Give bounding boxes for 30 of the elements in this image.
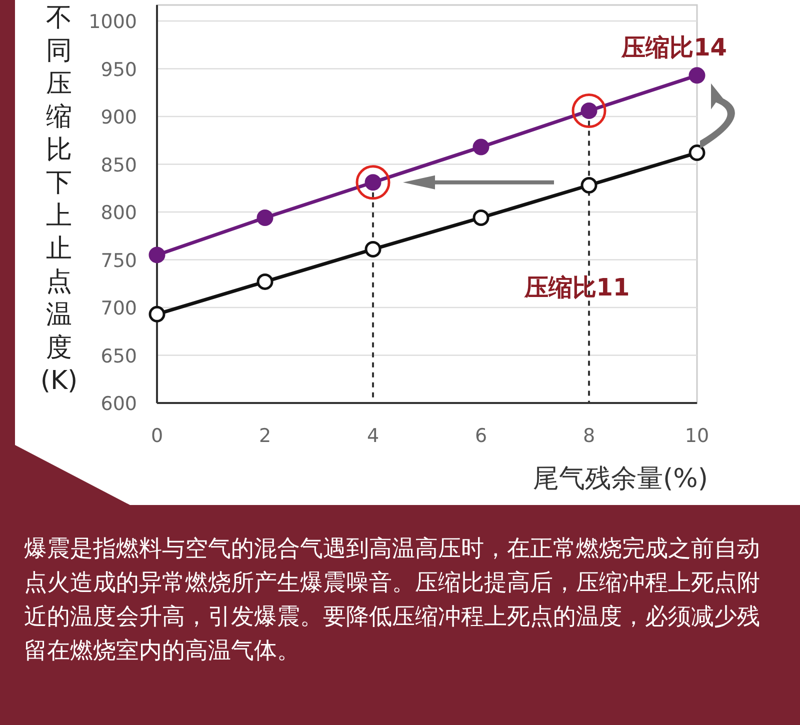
text: 压缩比11 xyxy=(523,273,630,302)
y-tick-label: 1000 xyxy=(88,11,137,33)
x-tick-label: 2 xyxy=(258,425,272,447)
x-tick-label: 10 xyxy=(684,425,710,447)
point xyxy=(580,177,598,194)
point xyxy=(688,144,706,162)
y-tick-label: 750 xyxy=(100,250,137,272)
text: 爆震是指燃料与空气的混合气遇到高温高压时，在正常燃烧完成之前自动点火造成的异常燃烧所产生爆震噪音。压缩比提高后，压缩冲程上死点附近的温度会升高，引发爆震。要降低压缩冲程上死点的温度，必须减少残留在燃烧室内的高温气体。 xyxy=(24,535,761,666)
y-tick-label: 700 xyxy=(100,298,137,320)
y-tick-label: 650 xyxy=(100,345,137,368)
point xyxy=(688,67,706,84)
x-tick-label: 8 xyxy=(582,425,596,447)
y-tick-label: 900 xyxy=(100,106,137,128)
y-tick-label: 950 xyxy=(100,58,137,81)
y-tick-label: 800 xyxy=(100,202,137,224)
point xyxy=(472,138,490,156)
point xyxy=(364,240,382,258)
point xyxy=(148,246,166,264)
x-axis-title: 尾气残余量(%) xyxy=(533,464,708,494)
x-tick-label: 6 xyxy=(474,425,488,447)
y-tick-label: 600 xyxy=(100,393,137,415)
point xyxy=(256,273,274,290)
y-tick-label: 850 xyxy=(100,154,137,176)
x-tick-label: 4 xyxy=(366,425,380,447)
point xyxy=(472,209,490,226)
text: 不同压缩比下上止点温度(K) xyxy=(40,3,78,396)
x-tick-label: 0 xyxy=(150,425,164,447)
point xyxy=(148,306,166,322)
series-label: 压缩比14 xyxy=(620,33,727,62)
point xyxy=(256,209,274,226)
